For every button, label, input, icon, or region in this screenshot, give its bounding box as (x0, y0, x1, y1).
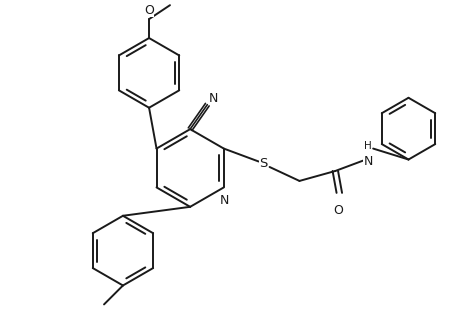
Text: H: H (364, 141, 372, 151)
Text: S: S (259, 157, 268, 170)
Text: O: O (144, 4, 154, 17)
Text: N: N (364, 155, 373, 168)
Text: O: O (333, 204, 343, 217)
Text: N: N (220, 194, 229, 207)
Text: N: N (209, 92, 218, 105)
